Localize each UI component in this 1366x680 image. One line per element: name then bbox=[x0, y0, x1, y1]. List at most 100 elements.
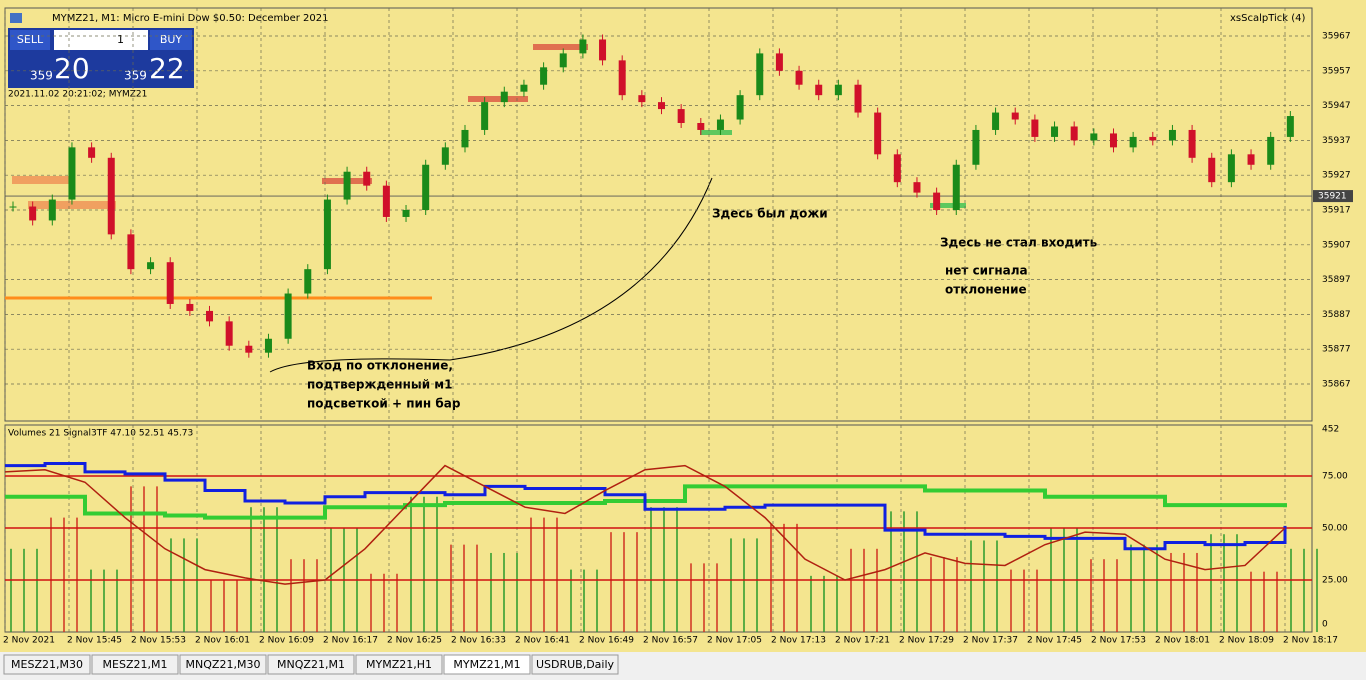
chart-bg bbox=[0, 0, 1366, 652]
candle bbox=[1227, 154, 1235, 183]
candle bbox=[1286, 116, 1294, 137]
time-label: 2 Nov 16:33 bbox=[451, 636, 506, 646]
lot-input[interactable] bbox=[54, 30, 148, 50]
zone bbox=[930, 203, 966, 208]
tab[interactable] bbox=[531, 654, 619, 675]
candle bbox=[1168, 129, 1176, 141]
candle bbox=[952, 164, 960, 210]
candle bbox=[363, 171, 371, 186]
annotation: нет сигнала bbox=[945, 264, 1028, 278]
candle bbox=[520, 84, 528, 92]
tab[interactable] bbox=[3, 654, 91, 675]
candle bbox=[343, 171, 351, 200]
candle bbox=[284, 293, 292, 339]
candle bbox=[1129, 136, 1137, 148]
candle bbox=[756, 53, 764, 96]
candle bbox=[29, 206, 37, 221]
ask-big: 359 bbox=[124, 69, 147, 83]
indicator-tick-label: 50.00 bbox=[1322, 524, 1348, 534]
candle bbox=[147, 262, 155, 270]
indicator-tick-label: 75.00 bbox=[1322, 472, 1348, 482]
tab-label: MNQZ21,M30 bbox=[186, 658, 261, 671]
time-label: 2 Nov 15:53 bbox=[131, 636, 186, 646]
time-label: 2 Nov 17:37 bbox=[963, 636, 1018, 646]
candle bbox=[9, 206, 17, 208]
candle bbox=[1188, 129, 1196, 158]
zone bbox=[700, 130, 732, 135]
buy-label: BUY bbox=[160, 33, 183, 46]
time-label: 2 Nov 16:01 bbox=[195, 636, 250, 646]
candle bbox=[323, 199, 331, 270]
time-label: 2 Nov 16:57 bbox=[643, 636, 698, 646]
candle bbox=[127, 234, 135, 270]
candle bbox=[559, 53, 567, 68]
candle bbox=[88, 147, 96, 158]
candle bbox=[225, 321, 233, 346]
candle bbox=[481, 102, 489, 130]
tab[interactable] bbox=[355, 654, 443, 675]
price-tick-label: 35927 bbox=[1322, 171, 1351, 181]
candle bbox=[402, 210, 410, 217]
timestamp: 2021.11.02 20:21:02; MYMZ21 bbox=[8, 90, 147, 100]
time-label: 2 Nov 16:25 bbox=[387, 636, 442, 646]
time-label: 2 Nov 17:05 bbox=[707, 636, 762, 646]
buy-button[interactable] bbox=[150, 30, 192, 50]
candle bbox=[874, 112, 882, 155]
candle bbox=[638, 95, 646, 103]
candle bbox=[461, 129, 469, 148]
candle bbox=[186, 303, 194, 311]
candle bbox=[736, 95, 744, 120]
zone bbox=[12, 176, 74, 184]
indicator-tick-label: 25.00 bbox=[1322, 576, 1348, 586]
candle bbox=[1031, 119, 1039, 137]
time-label: 2 Nov 17:53 bbox=[1091, 636, 1146, 646]
candle bbox=[304, 269, 312, 294]
candle bbox=[500, 91, 508, 103]
candle bbox=[1208, 157, 1216, 183]
annotation: отклонение bbox=[945, 283, 1027, 297]
tab[interactable] bbox=[267, 654, 355, 675]
time-label: 2 Nov 15:45 bbox=[67, 636, 122, 646]
tab[interactable] bbox=[443, 654, 531, 675]
candle bbox=[618, 60, 626, 96]
time-label: 2 Nov 17:21 bbox=[835, 636, 890, 646]
candle bbox=[716, 119, 724, 130]
candle bbox=[382, 185, 390, 217]
annotation: подсветкой + пин бар bbox=[307, 397, 461, 411]
sell-button[interactable] bbox=[10, 30, 50, 50]
candle bbox=[775, 53, 783, 71]
candle bbox=[1247, 154, 1255, 165]
price-tick-label: 35877 bbox=[1322, 345, 1351, 355]
indicator-label: Volumes 21 Signal3TF 47.10 52.51 45.73 bbox=[8, 429, 193, 439]
price-tick-label: 35897 bbox=[1322, 275, 1351, 285]
candle bbox=[913, 182, 921, 193]
tab[interactable] bbox=[179, 654, 267, 675]
current-price-label: 35921 bbox=[1318, 192, 1347, 202]
ask-small: 22 bbox=[149, 52, 185, 85]
candle bbox=[893, 154, 901, 183]
time-label: 2 Nov 17:29 bbox=[899, 636, 954, 646]
tab[interactable] bbox=[91, 654, 179, 675]
indicator-name: xsScalpTick (4) bbox=[1230, 13, 1306, 24]
candle bbox=[1090, 133, 1098, 141]
candle bbox=[1011, 112, 1019, 120]
price-tick-label: 35917 bbox=[1322, 206, 1351, 216]
annotation: Здесь не стал входить bbox=[940, 236, 1098, 250]
price-tick-label: 35907 bbox=[1322, 240, 1351, 250]
zone bbox=[28, 201, 116, 209]
indicator-bottom-label: 0 bbox=[1322, 620, 1328, 630]
price-tick-label: 35887 bbox=[1322, 310, 1351, 320]
current-price-box bbox=[1313, 190, 1353, 203]
annotation: Здесь был дожи bbox=[712, 207, 828, 221]
price-tick-label: 35947 bbox=[1322, 101, 1351, 111]
candle bbox=[540, 67, 548, 85]
indicator-top-label: 452 bbox=[1322, 425, 1339, 435]
candle bbox=[658, 102, 665, 110]
price-tick-label: 35867 bbox=[1322, 380, 1351, 390]
candle bbox=[1070, 126, 1078, 141]
tab-label: USDRUB,Daily bbox=[536, 658, 615, 671]
lot-value: 1 bbox=[117, 33, 124, 46]
candle bbox=[579, 39, 587, 54]
